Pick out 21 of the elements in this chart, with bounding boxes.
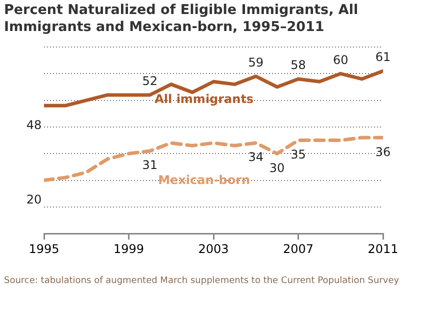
data-label: 36: [375, 144, 391, 159]
data-label: 58: [290, 58, 306, 72]
x-tick-label: 1999: [113, 242, 144, 256]
data-label: 35: [290, 147, 306, 162]
x-tick-label: 2011: [368, 242, 398, 256]
data-label: 61: [375, 50, 391, 64]
data-label: 48: [26, 118, 42, 132]
x-tick-label: 1995: [28, 242, 60, 256]
series-label: All immigrants: [154, 92, 254, 106]
x-tick-label: 2003: [198, 242, 229, 256]
data-label: 52: [142, 74, 158, 88]
data-label: 59: [248, 55, 264, 70]
series-label: Mexican-born: [158, 173, 250, 188]
data-label: 34: [248, 150, 264, 164]
data-label: 31: [142, 158, 158, 172]
data-label: 30: [269, 160, 285, 175]
chart-title: Percent Naturalized of Eligible Immigrants, All Immigrants and Mexican-born, 1995–2011: [4, 2, 360, 36]
x-tick-label: 2007: [282, 242, 314, 256]
source-note: Source: tabulations of augmented March supplements to the Current Population Survey: [4, 276, 400, 287]
data-label: 60: [332, 52, 348, 67]
data-label: 20: [26, 192, 42, 206]
